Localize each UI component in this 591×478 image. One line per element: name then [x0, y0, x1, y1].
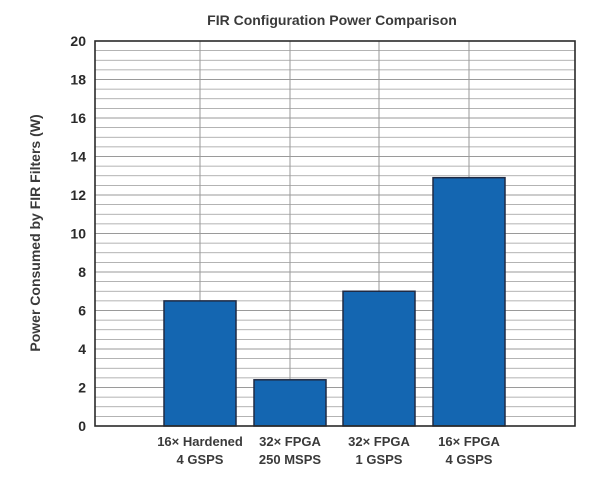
y-tick-label: 18: [70, 72, 86, 88]
y-tick-label: 20: [70, 33, 86, 49]
chart-title: FIR Configuration Power Comparison: [207, 12, 457, 28]
bar: [253, 379, 327, 427]
x-tick-label: 32× FPGA: [348, 434, 410, 449]
y-tick-label: 12: [70, 187, 86, 203]
bar: [163, 300, 237, 427]
x-category-labels: 16× Hardened 4 GSPS 32× FPGA 250 MSPS 32× FP…: [157, 434, 500, 467]
plot-border: [94, 40, 576, 427]
y-tick-label: 0: [78, 418, 86, 434]
plot-frame: [94, 40, 576, 427]
y-tick-labels: 0 2 4 6 8 10 12 14 16 18 20: [70, 33, 86, 434]
x-tick-label: 1 GSPS: [356, 452, 403, 467]
bar: [432, 176, 506, 427]
x-tick-label: 16× Hardened: [157, 434, 243, 449]
y-tick-label: 10: [70, 226, 86, 242]
y-tick-label: 2: [78, 380, 86, 396]
y-tick-label: 8: [78, 264, 86, 280]
x-tick-label: 16× FPGA: [438, 434, 500, 449]
vertical-grid-lines: [199, 41, 470, 380]
y-axis-label: Power Consumed by FIR Filters (W): [27, 114, 43, 351]
y-tick-label: 14: [70, 149, 86, 165]
bar: [342, 290, 416, 427]
y-tick-label: 6: [78, 303, 86, 319]
x-tick-label: 4 GSPS: [177, 452, 224, 467]
y-tick-label: 16: [70, 110, 86, 126]
bars: [163, 176, 506, 427]
y-tick-label: 4: [78, 341, 86, 357]
x-tick-label: 32× FPGA: [259, 434, 321, 449]
x-tick-label: 250 MSPS: [259, 452, 321, 467]
x-tick-label: 4 GSPS: [446, 452, 493, 467]
